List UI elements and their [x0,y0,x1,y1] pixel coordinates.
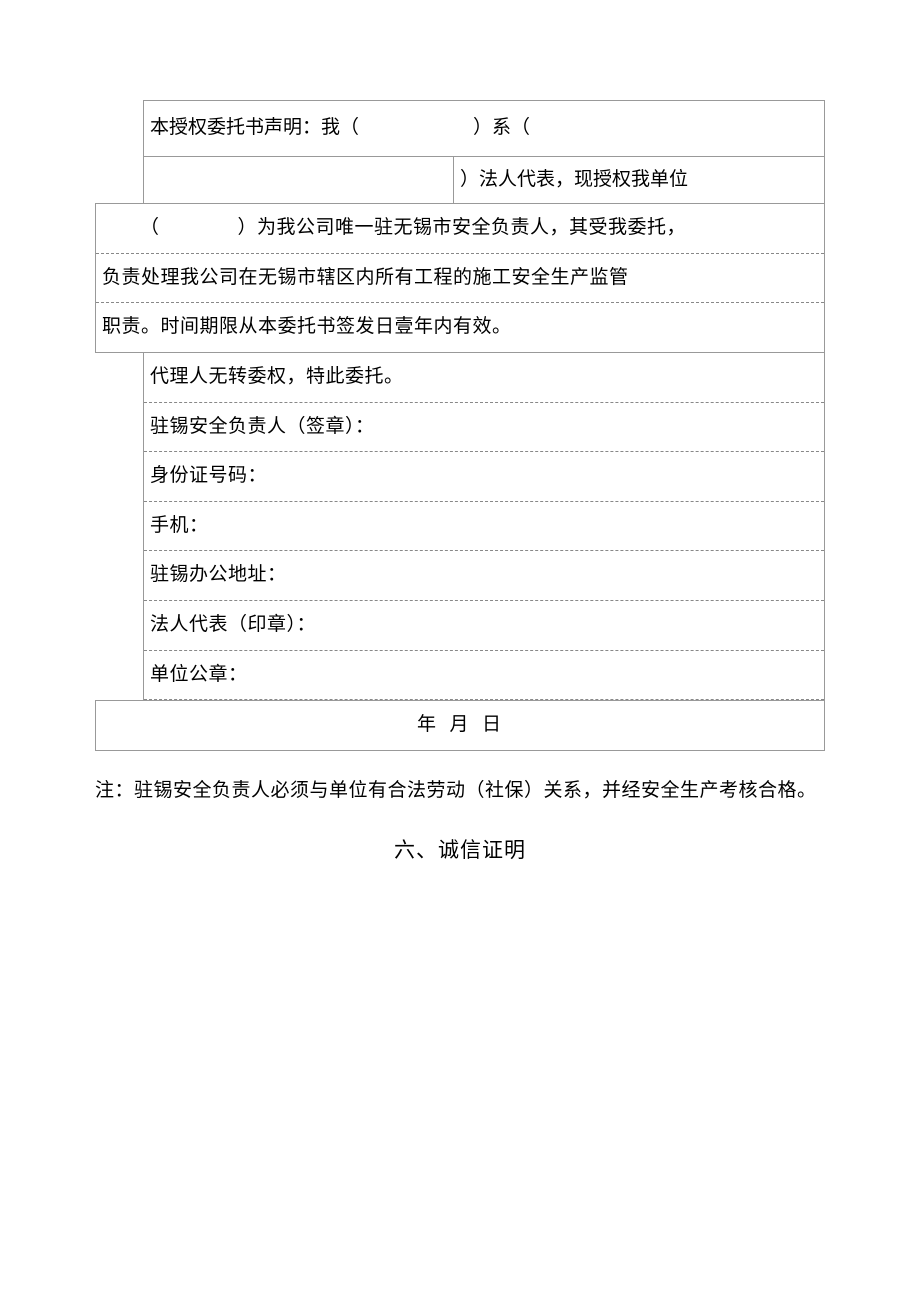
detail-text: 法人代表（印章）： [150,614,316,635]
auth-body-text: 负责处理我公司在无锡市辖区内所有工程的施工安全生产监管 [102,267,629,288]
auth-detail-line-address: 驻锡办公地址： [144,551,824,601]
auth-details-box: 代理人无转委权，特此委托。 驻锡安全负责人（签章）： 身份证号码： 手机： 驻锡… [143,353,825,700]
date-row: 年 月 日 [95,700,825,751]
auth-detail-line-phone: 手机： [144,502,824,552]
detail-text: 身份证号码： [150,465,267,486]
footnote-text: 注：驻锡安全负责人必须与单位有合法劳动（社保）关系，并经安全生产考核合格。 [95,780,817,801]
auth-detail-line-company-seal: 单位公章： [144,651,824,701]
auth-body-box: （ ）为我公司唯一驻无锡市安全负责人，其受我委托， 负责处理我公司在无锡市辖区内… [95,203,825,353]
auth-body-text: （ ）为我公司唯一驻无锡市安全负责人，其受我委托， [140,217,686,238]
date-text: 年 月 日 [417,714,503,735]
auth-declaration-text-2: ）法人代表，现授权我单位 [454,157,824,204]
footnote: 注：驻锡安全负责人必须与单位有合法劳动（社保）关系，并经安全生产考核合格。 [95,769,825,813]
auth-detail-line-legal-rep: 法人代表（印章）： [144,601,824,651]
auth-body-text: 职责。时间期限从本委托书签发日壹年内有效。 [102,316,512,337]
detail-text: 手机： [150,515,209,536]
auth-body-line: 职责。时间期限从本委托书签发日壹年内有效。 [96,303,824,353]
auth-header-box: 本授权委托书声明：我（ ）系（ ）法人代表，现授权我单位 [143,100,825,203]
page-container: 本授权委托书声明：我（ ）系（ ）法人代表，现授权我单位 （ ）为我公司唯一驻无… [0,0,920,866]
detail-text: 驻锡安全负责人（签章）： [150,416,375,437]
auth-body-line: 负责处理我公司在无锡市辖区内所有工程的施工安全生产监管 [96,254,824,304]
auth-declaration-row-1: 本授权委托书声明：我（ ）系（ [144,101,824,156]
section-title-text: 六、诚信证明 [394,838,526,862]
detail-text: 单位公章： [150,664,248,685]
section-title: 六、诚信证明 [95,836,825,865]
auth-body-line: （ ）为我公司唯一驻无锡市安全负责人，其受我委托， [96,204,824,254]
auth-detail-line-id: 身份证号码： [144,452,824,502]
auth-detail-line-agent: 代理人无转委权，特此委托。 [144,353,824,403]
detail-text: 代理人无转委权，特此委托。 [150,366,404,387]
auth-declaration-row-2: ）法人代表，现授权我单位 [144,156,824,204]
auth-detail-line-signature: 驻锡安全负责人（签章）： [144,403,824,453]
detail-text: 驻锡办公地址： [150,564,287,585]
auth-blank-cell [144,157,454,204]
auth-declaration-text-1: 本授权委托书声明：我（ ）系（ [150,117,530,138]
